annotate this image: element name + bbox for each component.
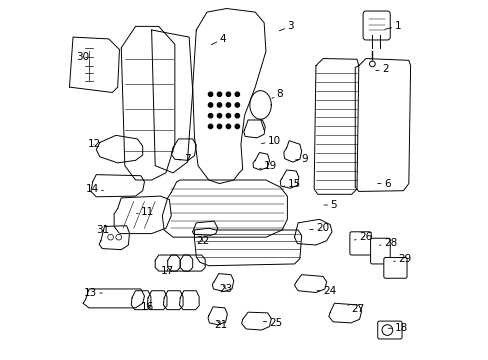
Circle shape [107,234,113,240]
Circle shape [208,124,212,129]
Circle shape [235,92,239,96]
Text: 18: 18 [387,323,407,333]
Circle shape [226,113,230,118]
Text: 12: 12 [87,139,101,149]
Text: 31: 31 [96,225,109,235]
Text: 11: 11 [136,207,154,217]
Circle shape [226,92,230,96]
Circle shape [217,113,221,118]
Text: 2: 2 [375,64,388,74]
Circle shape [235,103,239,107]
Text: 15: 15 [283,179,300,189]
Text: 22: 22 [196,236,209,246]
Circle shape [381,325,392,336]
FancyBboxPatch shape [363,11,389,40]
Text: 29: 29 [393,253,410,264]
Text: 16: 16 [141,302,154,312]
Text: 5: 5 [324,200,336,210]
Text: 25: 25 [263,318,282,328]
Text: 8: 8 [271,89,283,99]
Text: 27: 27 [347,303,364,314]
Text: 21: 21 [214,320,227,330]
Text: 17: 17 [160,266,173,276]
FancyBboxPatch shape [349,232,370,255]
Text: 30: 30 [77,52,89,62]
Circle shape [217,103,221,107]
FancyBboxPatch shape [370,238,389,264]
Text: 6: 6 [377,179,389,189]
Circle shape [208,92,212,96]
Text: 19: 19 [259,161,277,171]
Text: 4: 4 [211,34,225,45]
Text: 9: 9 [295,154,307,163]
FancyBboxPatch shape [383,257,406,278]
Circle shape [217,124,221,129]
Text: 13: 13 [83,288,102,297]
Text: 3: 3 [279,21,293,31]
Text: 7: 7 [179,154,190,163]
Circle shape [235,113,239,118]
Circle shape [235,124,239,129]
Text: 23: 23 [219,284,232,294]
Text: 28: 28 [379,238,396,248]
Text: 14: 14 [85,184,103,194]
Text: 10: 10 [261,136,280,146]
Circle shape [226,124,230,129]
Circle shape [208,103,212,107]
Text: 26: 26 [354,232,371,242]
Text: 1: 1 [384,21,400,31]
Circle shape [226,103,230,107]
Text: 20: 20 [309,223,328,233]
Circle shape [208,113,212,118]
FancyBboxPatch shape [377,321,401,339]
Text: 24: 24 [316,286,336,296]
Circle shape [217,92,221,96]
Circle shape [369,61,374,67]
Circle shape [116,234,122,240]
